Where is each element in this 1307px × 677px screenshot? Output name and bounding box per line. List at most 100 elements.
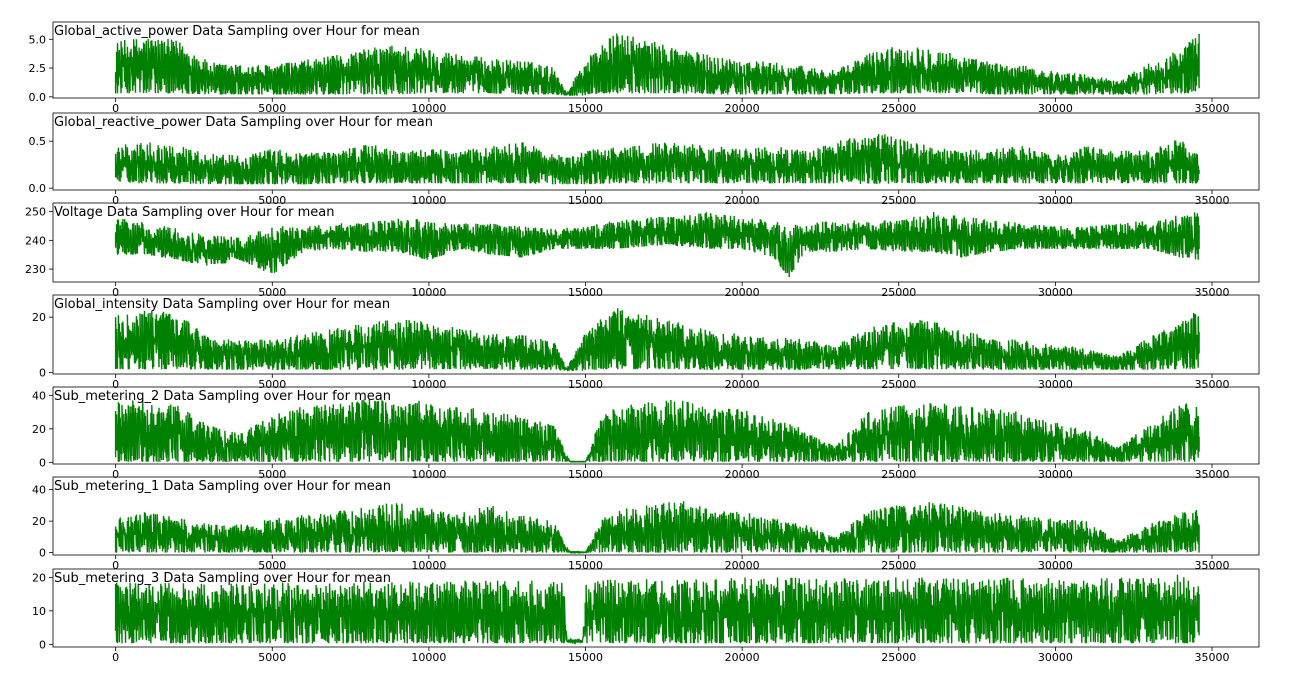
panel-title: Global_reactive_power Data Sampling over… — [54, 115, 433, 130]
x-tick-label: 20000 — [725, 468, 760, 481]
x-tick-label: 25000 — [881, 468, 916, 481]
chart-panel-1: 0 5000 10000 15000 20000 25000 30000 35000 0.0 2.… — [29, 21, 1260, 115]
x-tick-label: 0 — [112, 559, 119, 572]
x-tick-label: 5000 — [258, 468, 286, 481]
y-tick-label: 0 — [39, 638, 46, 651]
x-tick-label: 10000 — [411, 378, 446, 391]
series-line-panel-3 — [114, 211, 1200, 278]
y-tick-label: 40 — [32, 389, 46, 402]
x-tick-label: 30000 — [1038, 194, 1073, 207]
y-tick-label: 0.5 — [29, 135, 47, 148]
axes-frame — [52, 21, 1260, 99]
panel-title: Global_intensity Data Sampling over Hour… — [54, 297, 390, 312]
x-tick-label: 15000 — [568, 468, 603, 481]
x-tick-label: 25000 — [881, 559, 916, 572]
chart-panel-5: 0 5000 10000 15000 20000 25000 30000 35000 0 20 40… — [32, 386, 1260, 481]
x-tick-label: 15000 — [568, 286, 603, 299]
x-tick-label: 30000 — [1038, 468, 1073, 481]
x-tick-label: 30000 — [1038, 559, 1073, 572]
axes-frame — [52, 476, 1260, 556]
y-tick-label: 230 — [25, 263, 46, 276]
x-tick-label: 5000 — [258, 378, 286, 391]
x-tick-label: 25000 — [881, 651, 916, 664]
series-line-panel-5 — [114, 399, 1200, 463]
x-tick-label: 25000 — [881, 378, 916, 391]
x-tick-label: 30000 — [1038, 286, 1073, 299]
panel-title: Global_active_power Data Sampling over H… — [54, 24, 420, 39]
x-tick-label: 5000 — [258, 102, 286, 115]
panel-title: Sub_metering_3 Data Sampling over Hour f… — [54, 571, 391, 586]
chart-panel-3: 0 5000 10000 15000 20000 25000 30000 35000 230 24… — [25, 202, 1260, 299]
x-tick-label: 25000 — [881, 286, 916, 299]
x-tick-label: 0 — [112, 651, 119, 664]
x-tick-label: 15000 — [568, 559, 603, 572]
y-tick-label: 240 — [25, 234, 46, 247]
chart-panel-7: 0 5000 10000 15000 20000 25000 30000 35000 0 10 20… — [32, 568, 1260, 664]
x-tick-label: 10000 — [411, 102, 446, 115]
y-tick-label: 0 — [39, 456, 46, 469]
x-tick-label: 0 — [112, 378, 119, 391]
y-tick-label: 20 — [32, 423, 46, 436]
series-line-panel-2 — [114, 133, 1200, 185]
x-tick-label: 20000 — [725, 286, 760, 299]
chart-panels: 0 5000 10000 15000 20000 25000 30000 350000.02.… — [25, 21, 1260, 664]
series-line-panel-6 — [114, 501, 1200, 555]
x-tick-label: 0 — [112, 286, 119, 299]
x-tick-label: 30000 — [1038, 651, 1073, 664]
y-tick-label: 0.0 — [29, 91, 47, 104]
x-tick-label: 15000 — [568, 194, 603, 207]
x-tick-label: 20000 — [725, 194, 760, 207]
panel-title: Sub_metering_1 Data Sampling over Hour f… — [54, 479, 391, 494]
x-tick-label: 30000 — [1038, 378, 1073, 391]
axes-frame — [52, 294, 1260, 375]
x-tick-label: 35000 — [1195, 286, 1230, 299]
x-tick-label: 35000 — [1195, 468, 1230, 481]
x-tick-label: 10000 — [411, 194, 446, 207]
series-line-panel-7 — [114, 574, 1200, 646]
x-tick-label: 20000 — [725, 651, 760, 664]
axes-frame — [52, 202, 1260, 283]
y-tick-label: 0 — [39, 367, 46, 380]
x-tick-label: 0 — [112, 102, 119, 115]
y-tick-label: 40 — [32, 484, 46, 497]
panel-title: Sub_metering_2 Data Sampling over Hour f… — [54, 389, 391, 404]
series-line-panel-1 — [114, 33, 1200, 96]
y-tick-label: 5.0 — [29, 33, 47, 46]
x-tick-label: 35000 — [1195, 102, 1230, 115]
x-tick-label: 0 — [112, 468, 119, 481]
axes-frame — [52, 386, 1260, 465]
x-tick-label: 35000 — [1195, 194, 1230, 207]
y-tick-label: 20 — [32, 571, 46, 584]
series-line-panel-4 — [114, 308, 1200, 372]
y-tick-label: 20 — [32, 515, 46, 528]
x-tick-label: 35000 — [1195, 559, 1230, 572]
x-tick-label: 25000 — [881, 102, 916, 115]
x-tick-label: 25000 — [881, 194, 916, 207]
y-tick-label: 0 — [39, 547, 46, 560]
panel-title: Voltage Data Sampling over Hour for mean — [54, 205, 335, 220]
x-tick-label: 10000 — [411, 559, 446, 572]
x-tick-label: 15000 — [568, 102, 603, 115]
x-tick-label: 20000 — [725, 378, 760, 391]
y-tick-label: 20 — [32, 311, 46, 324]
x-tick-label: 20000 — [725, 559, 760, 572]
axes-frame — [52, 568, 1260, 648]
x-tick-label: 35000 — [1195, 651, 1230, 664]
x-tick-label: 10000 — [411, 651, 446, 664]
y-tick-label: 2.5 — [29, 62, 47, 75]
x-tick-label: 0 — [112, 194, 119, 207]
x-tick-label: 35000 — [1195, 378, 1230, 391]
x-tick-label: 10000 — [411, 468, 446, 481]
x-tick-label: 15000 — [568, 378, 603, 391]
x-tick-label: 10000 — [411, 286, 446, 299]
chart-panel-2: 0 5000 10000 15000 20000 25000 30000 35000 0.0 0.… — [29, 112, 1260, 207]
y-tick-label: 10 — [32, 605, 46, 618]
x-tick-label: 30000 — [1038, 102, 1073, 115]
x-tick-label: 15000 — [568, 651, 603, 664]
x-tick-label: 5000 — [258, 651, 286, 664]
x-tick-label: 5000 — [258, 194, 286, 207]
y-tick-label: 250 — [25, 206, 46, 219]
axes-frame — [52, 112, 1260, 191]
chart-panel-4: 0 5000 10000 15000 20000 25000 30000 35000 0 20 Gl… — [32, 294, 1260, 391]
